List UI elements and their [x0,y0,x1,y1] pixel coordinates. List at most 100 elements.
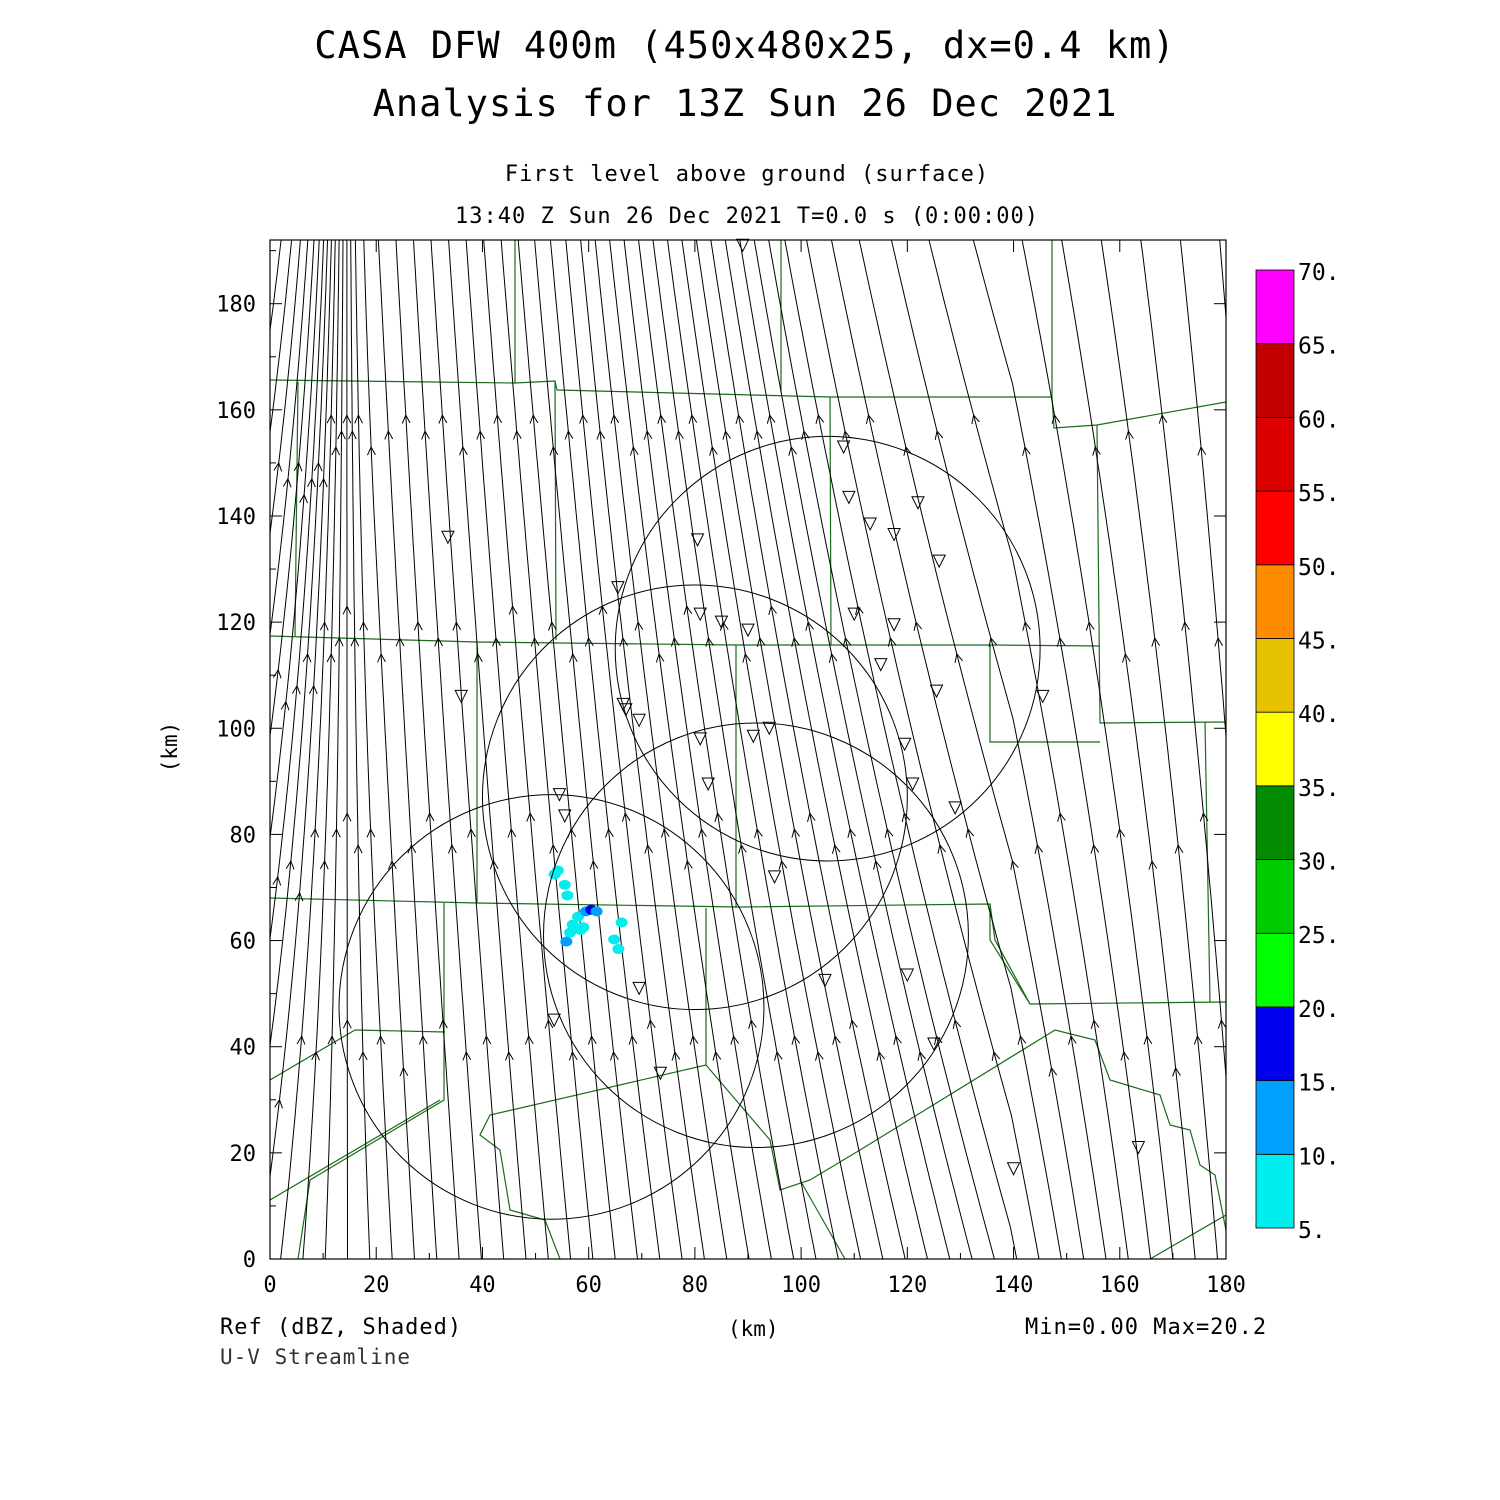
station-marker [741,623,755,638]
station-marker [863,517,877,532]
y-tick-label: 80 [230,823,257,848]
streamline [1434,240,1485,1259]
streamline-arrow [272,875,282,886]
colorbar-swatch [1255,416,1295,492]
streamline-arrow [136,877,144,886]
x-tick-label: 40 [469,1273,496,1298]
streamline-arrow [282,477,292,488]
streamline-arrow [258,686,266,695]
streamline-arrow [207,861,215,870]
station-marker [932,554,947,569]
streamline-arrow [832,843,841,854]
streamline-arrow [462,1050,472,1061]
streamline-arrow [425,812,435,822]
streamline-arrow [1151,636,1161,647]
streamline-arrow [1385,654,1393,662]
streamline-arrow [526,812,536,822]
streamline-arrow [832,1034,841,1045]
streamline-arrow [1214,636,1224,647]
streamline-arrow [621,812,631,822]
streamline-arrow [1193,1034,1203,1045]
streamline-arrow [459,445,468,456]
colorbar-label: 10. [1298,1144,1340,1170]
streamline-arrow [569,652,578,663]
colorbar-swatch [1255,269,1295,345]
streamline [1140,240,1226,1083]
colorbar-swatch [1255,932,1295,1008]
streamline-arrow [354,413,363,424]
streamline-arrow [227,463,235,472]
station-marker [619,703,633,717]
streamline-arrow [310,827,320,838]
station-marker [1131,1141,1146,1155]
y-axis-label: (km) [158,722,182,773]
streamline-arrow [698,827,707,838]
streamline-arrow [1068,1034,1077,1045]
station-marker [842,490,856,505]
streamline [806,240,1040,1259]
streamline-arrow [1022,445,1031,456]
streamline [377,240,438,1259]
reflectivity-cell [577,922,590,933]
y-tick-label: 160 [216,399,256,424]
streamline-arrow [505,1050,514,1061]
streamline [565,240,683,1259]
streamline-arrow [670,636,680,647]
streamline-arrow [1426,1036,1434,1044]
y-tick-label: 60 [230,930,257,955]
station-marker [735,238,750,253]
streamline-arrow [240,495,248,504]
streamline-arrow [971,413,980,425]
streamline-arrow [1339,638,1347,646]
streamline [831,240,1062,1259]
y-tick-label: 40 [230,1036,257,1061]
station-marker [441,530,455,545]
streamline-arrow [684,859,693,870]
station-marker [887,528,901,542]
station-marker [927,1037,941,1052]
streamline [1367,240,1418,1259]
streamline-arrow [319,620,329,631]
streamline-arrow [634,620,644,631]
station-marker [552,788,567,802]
streamline-arrow [1246,1052,1254,1060]
streamline-arrow [887,636,897,647]
streamline [549,240,661,1259]
reflectivity-cell [608,934,621,945]
streamline-arrow [1174,843,1184,854]
streamline-arrow [530,636,540,647]
streamline [270,240,293,436]
reflectivity-cell [566,919,579,930]
streamline [413,240,482,1259]
station-marker [714,615,729,630]
streamline [270,240,301,538]
streamline-arrow [1231,845,1239,853]
streamline-arrow [421,429,430,440]
streamline-arrow [448,843,457,854]
streamline-arrow [326,413,336,424]
station-marker [632,713,646,728]
streamline [500,240,594,1259]
streamline-arrow [671,1050,681,1061]
stream-label: U-V Streamline [220,1345,412,1369]
reflectivity-cell [564,927,577,938]
streamline-arrow [161,1068,169,1077]
streamline-arrow [954,652,963,663]
station-marker [701,777,715,792]
station-marker [767,870,782,884]
streamline-arrow [319,859,329,870]
streamline-arrow [1048,1066,1058,1077]
streamline-arrow [482,1034,492,1045]
streamline-arrow [334,636,344,647]
streamline-arrow [327,1034,337,1045]
streamline-arrow [376,1034,386,1045]
streamline-arrow [1245,622,1253,630]
streamline-arrow [937,843,946,854]
streamline-arrow [742,652,751,663]
streamline-arrow [1148,859,1158,870]
streamline-arrow [1056,636,1066,647]
streamline [972,240,1152,1259]
streamline-arrow [291,684,301,695]
streamline-arrow [318,477,328,488]
colorbar-label: 35. [1298,776,1340,802]
